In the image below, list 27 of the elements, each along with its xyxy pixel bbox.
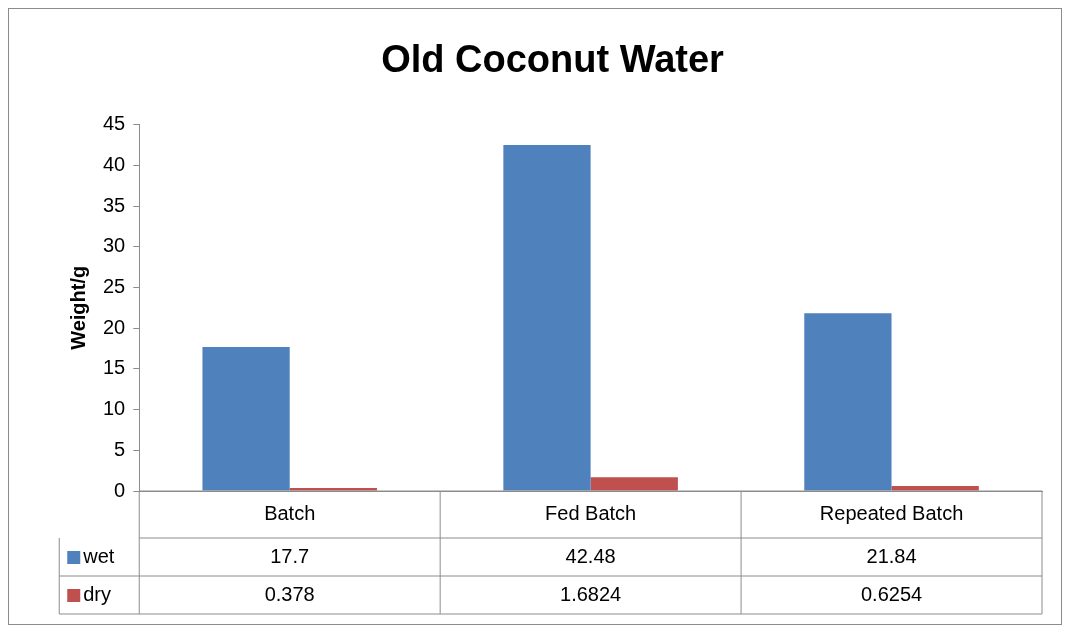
- x-tick-label: Batch: [264, 502, 316, 525]
- y-tick-label: 25: [103, 274, 126, 297]
- bar: [503, 145, 591, 491]
- y-tick-label: 40: [103, 152, 126, 175]
- x-tick-label: Fed Batch: [545, 502, 637, 525]
- data-label: 21.84: [866, 544, 917, 567]
- bar: [804, 313, 892, 491]
- y-tick-label: 35: [103, 193, 126, 216]
- y-tick-label: 20: [103, 315, 126, 338]
- y-tick-label: 5: [114, 437, 126, 460]
- data-label: 0.6254: [860, 582, 923, 605]
- legend-label: wet: [82, 544, 115, 567]
- y-tick-label: 15: [103, 356, 126, 379]
- y-tick-label: 10: [103, 397, 126, 420]
- data-label: 42.48: [565, 544, 616, 567]
- legend-label: dry: [83, 582, 112, 605]
- bar: [202, 346, 290, 491]
- y-tick-label: 30: [103, 234, 126, 257]
- data-label: 1.6824: [560, 582, 622, 605]
- x-tick-label: Repeated Batch: [819, 502, 964, 525]
- chart-title: Old Coconut Water: [381, 38, 725, 81]
- data-label: 17.7: [270, 544, 310, 567]
- y-tick-label: 45: [103, 112, 126, 135]
- data-label: 0.378: [264, 582, 315, 605]
- y-tick-label: 0: [114, 478, 126, 501]
- bar: [590, 477, 678, 491]
- y-axis-title: Weight/g: [66, 265, 89, 350]
